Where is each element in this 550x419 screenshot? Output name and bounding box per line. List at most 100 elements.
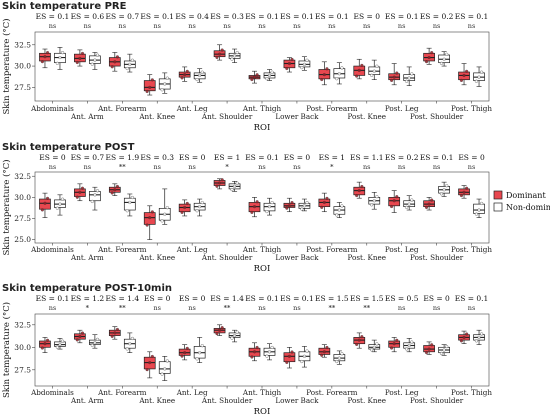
significance-label: ns xyxy=(258,163,266,171)
data-point xyxy=(148,85,152,89)
dominant-box xyxy=(353,332,366,349)
data-point xyxy=(45,196,50,200)
significance-label: ** xyxy=(119,163,126,171)
legend: Dominant Non-dominant xyxy=(493,190,550,212)
plot-area xyxy=(34,171,490,244)
data-point xyxy=(130,195,135,200)
non-dominant-box xyxy=(403,66,416,86)
data-point xyxy=(45,338,50,342)
dominant-box xyxy=(458,63,470,86)
data-point xyxy=(445,184,449,188)
legend-swatch xyxy=(493,190,503,200)
effect-size-label: ES = 0.1 xyxy=(245,153,279,162)
data-point xyxy=(180,354,184,358)
effect-size-label: ES = 0 xyxy=(179,153,206,162)
data-point xyxy=(407,343,411,348)
plot-area xyxy=(34,313,490,387)
data-point xyxy=(392,199,396,203)
data-point xyxy=(287,204,292,208)
data-point xyxy=(58,55,62,60)
data-point xyxy=(300,66,304,70)
data-point xyxy=(215,184,219,188)
data-point xyxy=(267,205,272,209)
effect-size-label: ES = 0.1 xyxy=(280,294,314,303)
data-point xyxy=(252,350,257,354)
data-point xyxy=(165,206,169,210)
data-point xyxy=(465,332,469,336)
data-point xyxy=(360,63,364,67)
data-point xyxy=(93,58,97,62)
non-dominant-box xyxy=(438,344,450,356)
data-point xyxy=(60,339,65,343)
effect-size-label: ES = 0.1 xyxy=(455,294,489,303)
non-dominant-box xyxy=(333,202,346,218)
data-point xyxy=(43,55,47,59)
data-point xyxy=(200,200,204,205)
dominant-box xyxy=(318,192,331,213)
y-axis-label: Skin temperature (°C) xyxy=(1,159,12,255)
data-point xyxy=(300,207,304,211)
non-dominant-box xyxy=(158,72,171,94)
data-point xyxy=(480,201,484,206)
data-point xyxy=(125,347,129,351)
x-tick-label: Ant. Forearm xyxy=(97,104,147,113)
significance-label: ns xyxy=(84,163,92,171)
effect-size-label: ES = 0 xyxy=(423,294,450,303)
x-tick-label: Post. Forearm xyxy=(306,104,357,113)
non-dominant-box xyxy=(228,329,241,343)
data-point xyxy=(55,345,59,349)
data-point xyxy=(439,61,444,65)
data-point xyxy=(300,359,304,364)
data-point xyxy=(232,54,237,58)
data-point xyxy=(230,57,234,61)
non-dominant-box xyxy=(298,198,311,212)
effect-size-label: ES = 0 xyxy=(179,294,206,303)
effect-size-label: ES = 0.3 xyxy=(210,12,244,21)
effect-size-label: ES = 0.1 xyxy=(385,12,419,21)
significance-label: ns xyxy=(153,304,161,312)
data-point xyxy=(285,360,289,365)
data-point xyxy=(75,60,79,65)
x-tick-label: Ant. Knee xyxy=(138,396,175,405)
data-point xyxy=(375,195,379,199)
x-tick-label: Post. Thigh xyxy=(451,388,492,397)
dominant-box xyxy=(108,183,121,196)
data-point xyxy=(75,195,79,199)
significance-label: ns xyxy=(328,22,336,30)
data-point xyxy=(375,64,379,68)
dominant-box xyxy=(108,326,121,340)
significance-label: ns xyxy=(49,163,57,171)
data-point xyxy=(357,188,361,193)
data-point xyxy=(183,205,187,210)
data-point xyxy=(163,82,167,86)
data-point xyxy=(198,351,202,355)
data-point xyxy=(220,178,224,182)
effect-size-label: ES = 0.1 xyxy=(245,12,279,21)
x-tick-label: Ant. Knee xyxy=(138,112,175,121)
data-point xyxy=(160,219,164,223)
significance-label: ns xyxy=(188,304,196,312)
dominant-box xyxy=(283,346,296,369)
data-point xyxy=(130,58,135,62)
effect-size-label: ES = 0 xyxy=(39,153,66,162)
significance-label: * xyxy=(86,304,90,312)
effect-size-label: ES = 1.5 xyxy=(315,294,349,303)
dominant-box xyxy=(248,197,261,218)
y-tick-label: 27.5 xyxy=(14,83,31,92)
data-point xyxy=(322,200,326,205)
non-dominant-box xyxy=(473,198,485,218)
y-tick-label: 32.5 xyxy=(14,172,31,181)
effect-size-label: ES = 0.1 xyxy=(455,12,489,21)
data-point xyxy=(430,198,434,202)
data-point xyxy=(250,355,254,359)
dominant-box xyxy=(108,52,121,72)
non-dominant-box xyxy=(228,180,241,192)
non-dominant-box xyxy=(333,350,346,365)
non-dominant-box xyxy=(193,337,206,363)
data-point xyxy=(445,344,449,349)
y-tick-label: 25.0 xyxy=(14,235,31,244)
data-point xyxy=(325,67,329,71)
y-tick-label: 30.0 xyxy=(14,62,31,71)
effect-size-label: ES = 1.2 xyxy=(71,294,105,303)
data-point xyxy=(130,336,135,341)
